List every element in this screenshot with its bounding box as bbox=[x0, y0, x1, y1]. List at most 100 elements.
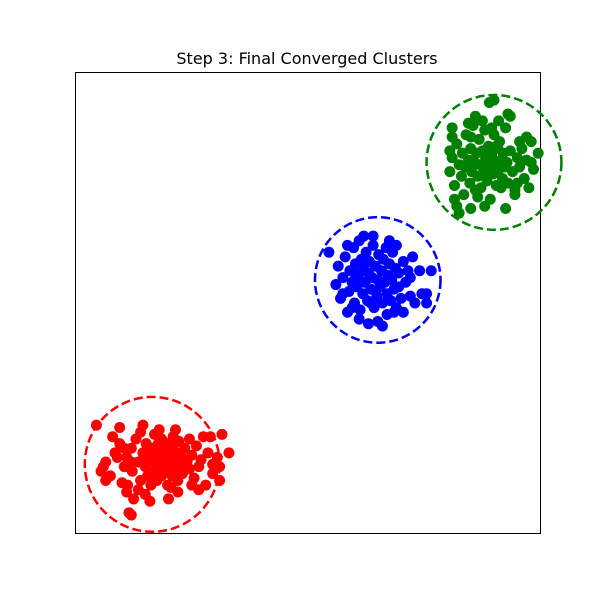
cluster-3-point bbox=[488, 94, 500, 106]
cluster-3-point bbox=[495, 182, 507, 194]
cluster-3-point bbox=[504, 145, 516, 157]
cluster-3-point bbox=[448, 179, 460, 191]
cluster-2-point bbox=[404, 272, 416, 284]
cluster-1-point bbox=[167, 431, 179, 443]
cluster-3-point bbox=[509, 189, 521, 201]
cluster-2-point bbox=[383, 235, 395, 247]
cluster-2-point bbox=[358, 230, 370, 242]
cluster-2-point bbox=[414, 265, 426, 277]
cluster-1-point bbox=[111, 451, 123, 463]
cluster-3-point bbox=[473, 133, 485, 145]
cluster-1-point bbox=[186, 449, 198, 461]
cluster-2-point bbox=[360, 246, 372, 258]
cluster-3-point bbox=[523, 182, 535, 194]
cluster-3-point bbox=[479, 200, 491, 212]
cluster-2-point bbox=[365, 297, 377, 309]
cluster-1-point bbox=[97, 461, 109, 473]
cluster-3-point bbox=[482, 140, 494, 152]
cluster-3-point bbox=[486, 122, 498, 134]
cluster-1-point bbox=[139, 488, 151, 500]
cluster-1-points bbox=[90, 419, 235, 521]
cluster-3-point bbox=[500, 122, 512, 134]
cluster-2-point bbox=[332, 260, 344, 272]
cluster-2-point bbox=[407, 251, 419, 263]
cluster-3-point bbox=[532, 147, 544, 159]
cluster-1-point bbox=[118, 442, 130, 454]
cluster-2-point bbox=[376, 320, 388, 332]
cluster-1-point bbox=[100, 474, 112, 486]
cluster-2-points bbox=[323, 230, 437, 332]
cluster-1-point bbox=[195, 454, 207, 466]
cluster-2-point bbox=[339, 251, 351, 263]
cluster-2-point bbox=[388, 306, 400, 318]
cluster-3-point bbox=[493, 115, 505, 127]
cluster-2-point bbox=[349, 267, 360, 279]
cluster-1-point bbox=[125, 456, 137, 468]
cluster-1-point bbox=[146, 477, 158, 489]
cluster-2-point bbox=[353, 313, 365, 325]
cluster-3-point bbox=[465, 131, 477, 143]
chart-title: Step 3: Final Converged Clusters bbox=[176, 49, 437, 68]
cluster-1-point bbox=[179, 442, 191, 454]
cluster-2-point bbox=[397, 256, 409, 268]
cluster-2-point bbox=[337, 272, 349, 284]
cluster-1-boundary-circle bbox=[83, 395, 221, 534]
cluster-3-point bbox=[511, 177, 523, 189]
cluster-1-point bbox=[121, 486, 133, 498]
cluster-1-point bbox=[216, 428, 228, 440]
cluster-2-point bbox=[323, 246, 335, 258]
cluster-1-point bbox=[126, 465, 138, 477]
cluster-3-point bbox=[514, 161, 526, 173]
cluster-3-point bbox=[444, 166, 456, 178]
cluster-2-point bbox=[393, 267, 405, 279]
cluster-1-point bbox=[202, 447, 214, 459]
cluster-3-point bbox=[511, 152, 523, 164]
cluster-2-point bbox=[367, 230, 379, 242]
cluster-3-point bbox=[481, 156, 493, 168]
cluster-2-point bbox=[409, 297, 421, 309]
cluster-2-point bbox=[421, 288, 433, 300]
cluster-2-boundary-circle bbox=[313, 215, 442, 344]
cluster-3-point bbox=[501, 156, 513, 168]
cluster-1-point bbox=[163, 493, 174, 505]
cluster-1-point bbox=[183, 433, 195, 445]
cluster-1-point bbox=[160, 454, 172, 466]
cluster-3-point bbox=[500, 202, 512, 214]
cluster-3-point bbox=[446, 122, 458, 134]
cluster-3-point bbox=[453, 207, 465, 219]
cluster-3-point bbox=[525, 156, 537, 168]
cluster-1-point bbox=[190, 440, 202, 452]
cluster-3-point bbox=[462, 117, 474, 129]
cluster-2-point bbox=[346, 302, 358, 314]
cluster-1-point bbox=[207, 458, 219, 470]
cluster-1-point bbox=[128, 493, 140, 505]
cluster-1-point bbox=[137, 419, 149, 431]
cluster-3-point bbox=[446, 131, 458, 143]
cluster-2-point bbox=[395, 292, 407, 304]
cluster-1-point bbox=[116, 477, 128, 489]
cluster-1-point bbox=[114, 421, 126, 433]
cluster-1-point bbox=[223, 447, 235, 459]
cluster-2-point bbox=[425, 265, 437, 277]
cluster-1-point bbox=[165, 481, 177, 493]
cluster-3-boundary-circle bbox=[425, 93, 563, 232]
cluster-3-point bbox=[472, 191, 484, 203]
cluster-1-point bbox=[179, 458, 191, 470]
cluster-2-point bbox=[362, 318, 374, 330]
cluster-2-point bbox=[421, 297, 433, 309]
cluster-1-point bbox=[125, 509, 137, 521]
cluster-1-point bbox=[207, 468, 219, 480]
cluster-1-point bbox=[149, 428, 161, 440]
cluster-3-point bbox=[458, 189, 470, 201]
cluster-1-point bbox=[151, 461, 163, 473]
cluster-1-point bbox=[137, 454, 149, 466]
cluster-2-point bbox=[367, 239, 379, 251]
plot-marks bbox=[83, 93, 563, 534]
cluster-3-points bbox=[444, 94, 544, 219]
cluster-3-point bbox=[444, 145, 456, 157]
cluster-3-point bbox=[476, 115, 488, 127]
cluster-1-point bbox=[197, 431, 209, 443]
cluster-3-point bbox=[490, 140, 502, 152]
cluster-2-point bbox=[393, 281, 405, 293]
